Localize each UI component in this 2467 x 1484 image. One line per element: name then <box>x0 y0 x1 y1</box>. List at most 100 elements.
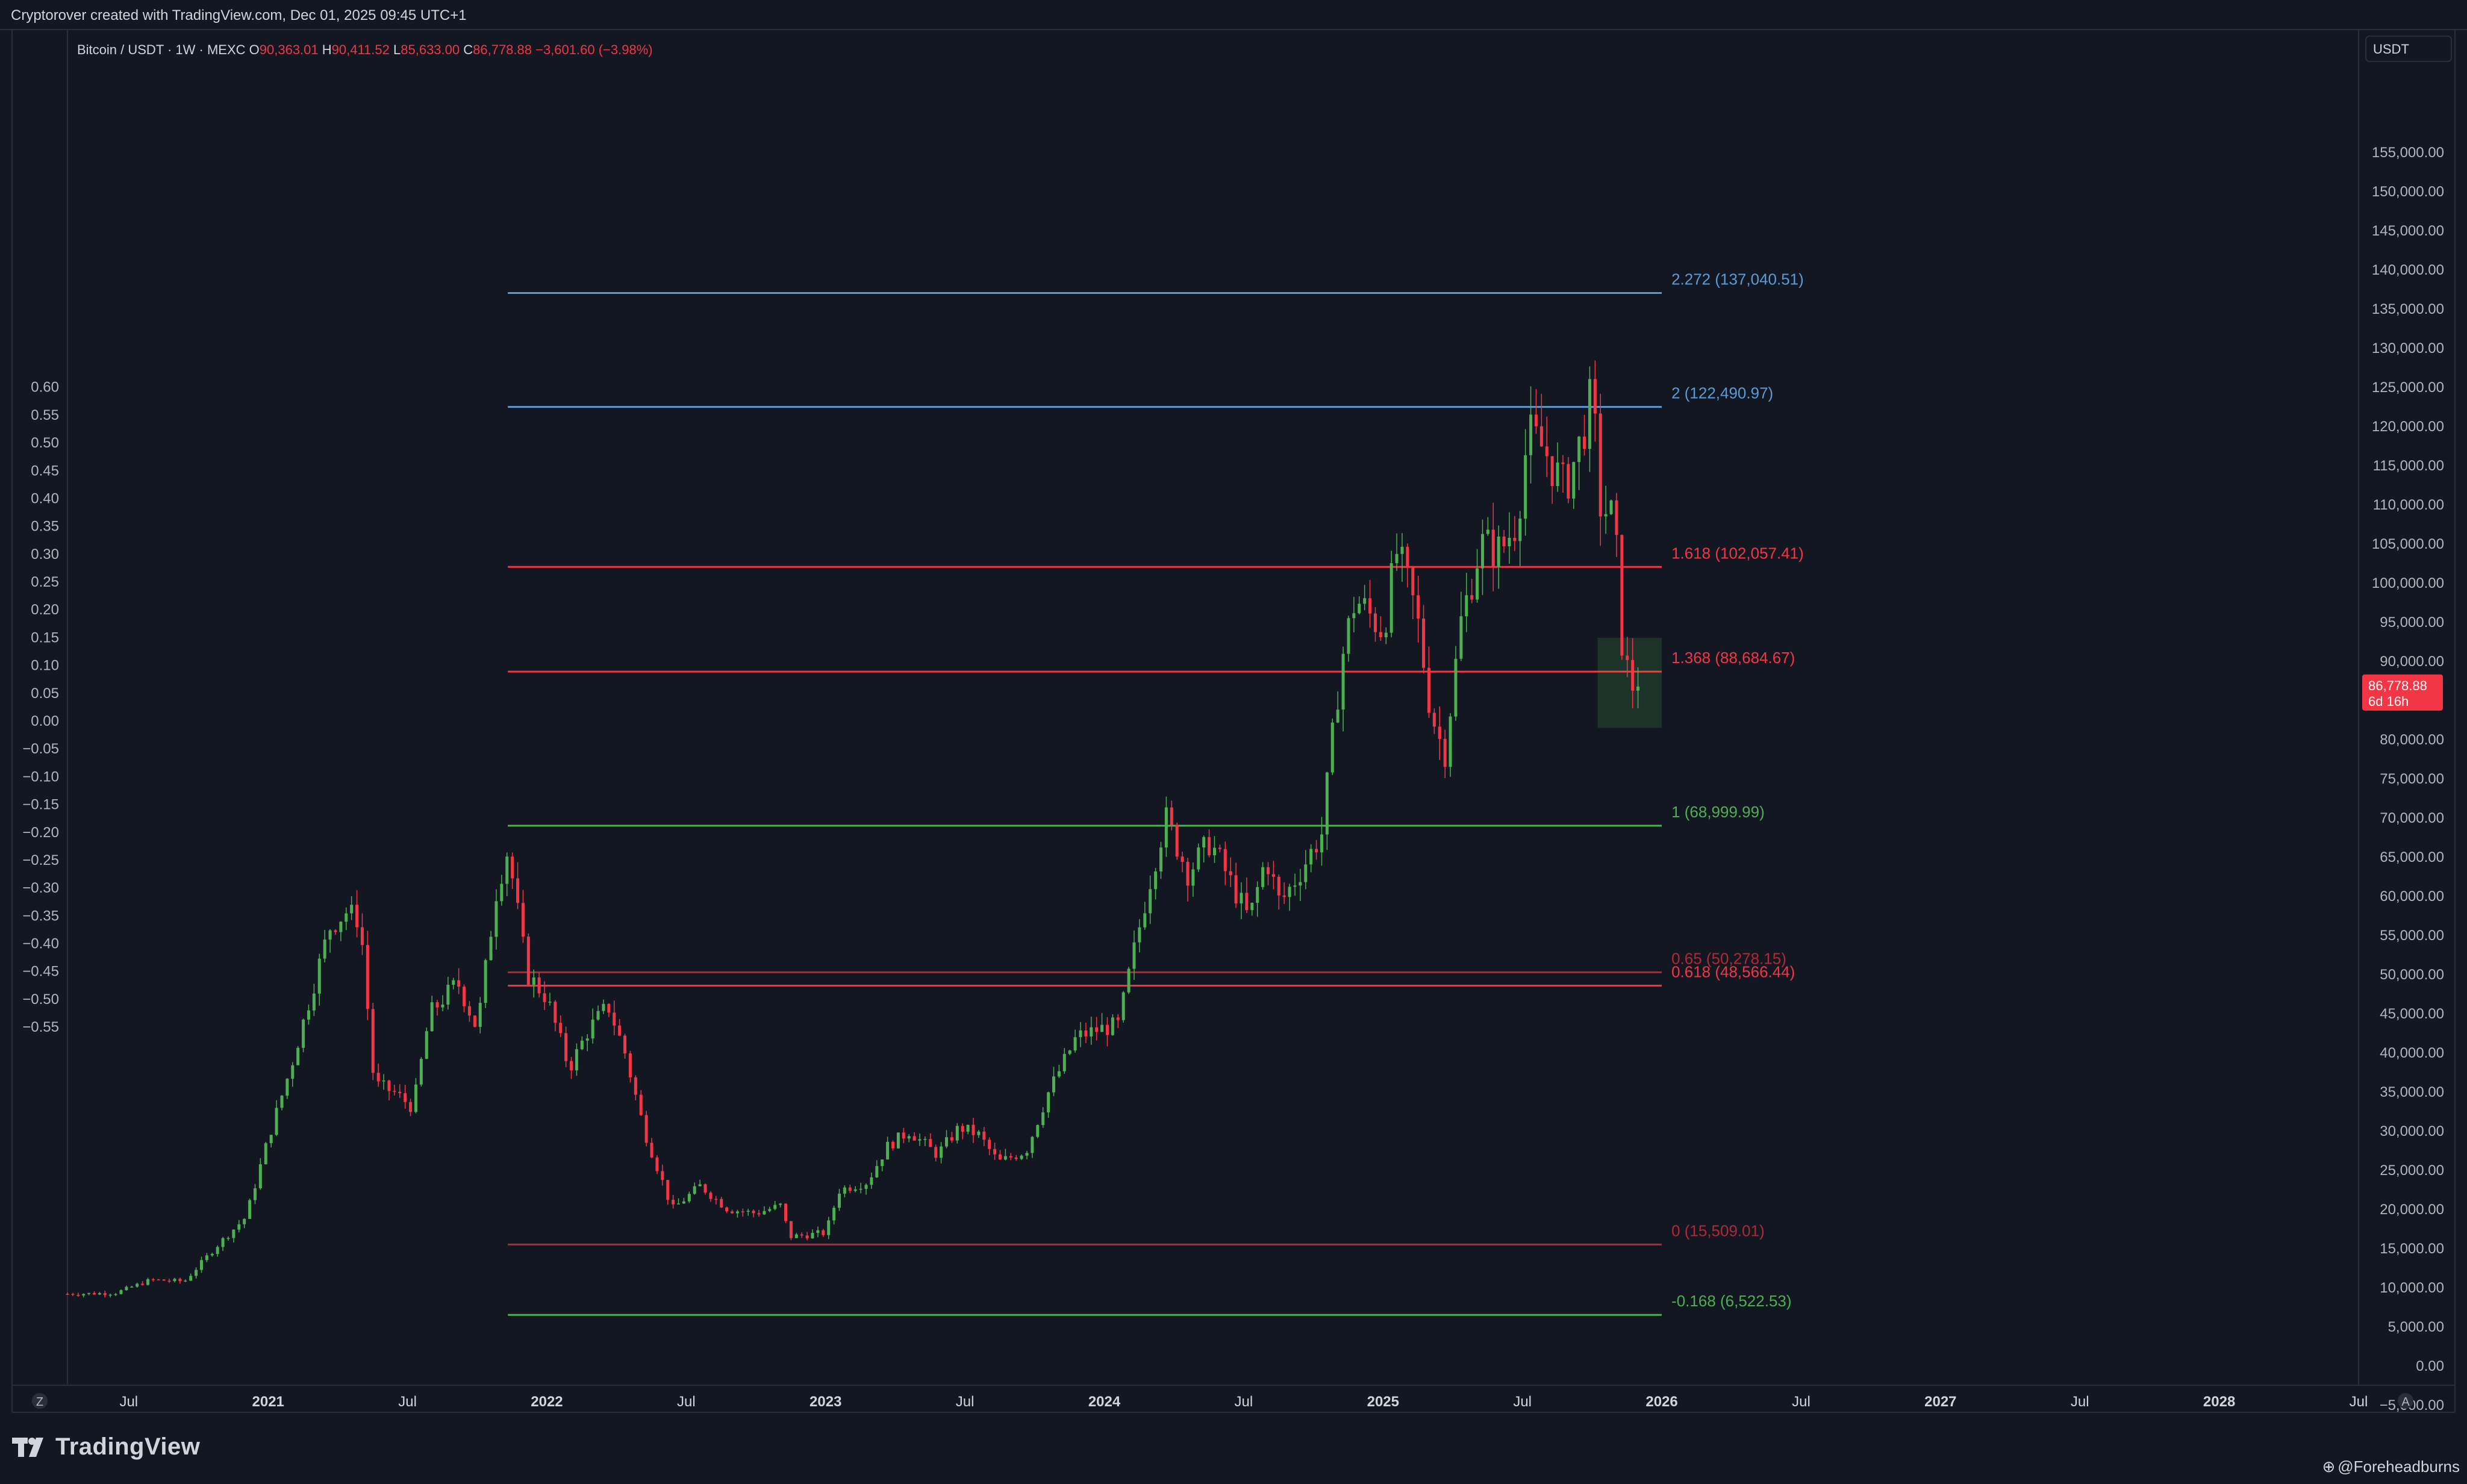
candle-body <box>1373 613 1377 632</box>
candle-body <box>1164 807 1168 848</box>
candle-body <box>768 1209 772 1211</box>
candle-body <box>789 1221 793 1238</box>
candle-body <box>1138 927 1141 943</box>
candle-body <box>328 930 332 940</box>
candle-body <box>714 1199 718 1200</box>
candle-body <box>302 1019 305 1048</box>
candle-body <box>655 1157 659 1171</box>
time-axis-tick: 2024 <box>1088 1394 1121 1410</box>
ohlc-legend: Bitcoin / USDT · 1W · MEXC O90,363.01 H9… <box>77 42 653 57</box>
candle-body <box>334 930 337 932</box>
candle-body <box>285 1079 289 1096</box>
right-axis-tick: 80,000.00 <box>2380 732 2444 748</box>
time-axis-tick: Jul <box>2071 1394 2089 1410</box>
candle-body <box>1518 519 1522 541</box>
candle-body <box>1631 659 1635 691</box>
candle-body <box>1208 837 1211 856</box>
candle-body <box>387 1080 391 1091</box>
left-axis-tick: −0.10 <box>22 768 59 785</box>
candle-body <box>757 1213 761 1215</box>
candle-body <box>489 937 493 961</box>
candle-body <box>650 1143 653 1158</box>
author-credit[interactable]: ⊕ @Foreheadburns <box>2322 1458 2460 1476</box>
candle-body <box>859 1188 862 1190</box>
candle-body <box>559 1023 563 1034</box>
right-axis-tick: 50,000.00 <box>2380 967 2444 983</box>
candle-body <box>317 958 321 994</box>
candle-body <box>1106 1024 1109 1035</box>
fib-level-label: 0.65 (50,278.15) <box>1671 949 1786 967</box>
candle-body <box>1256 887 1259 903</box>
candle-body <box>1636 686 1640 691</box>
candle-body <box>1330 722 1334 773</box>
zoom-reset-glyph: Z <box>36 1395 43 1409</box>
candle-body <box>1180 856 1184 862</box>
candle-body <box>1534 414 1538 426</box>
candle-body <box>210 1254 214 1256</box>
candle-body <box>977 1131 981 1135</box>
candle-body <box>966 1124 970 1132</box>
candle-body <box>1143 913 1147 928</box>
candle-body <box>1368 598 1372 614</box>
at-sign-icon: ⊕ <box>2322 1458 2336 1476</box>
tradingview-logo[interactable]: TradingView <box>12 1433 200 1461</box>
candle-body <box>243 1218 246 1224</box>
candle-body <box>1320 834 1323 853</box>
fib-level-label: 1 (68,999.99) <box>1671 803 1765 821</box>
candle-body <box>682 1201 685 1204</box>
legend-l-value: 85,633.00 <box>401 42 463 57</box>
candle-body <box>1550 456 1554 487</box>
candle-body <box>1079 1030 1082 1038</box>
candle-body <box>891 1141 895 1149</box>
candle-body <box>376 1073 380 1082</box>
candle-body <box>1347 618 1350 654</box>
candle-body <box>457 980 461 987</box>
candle-body <box>634 1077 637 1095</box>
candle-body <box>1031 1136 1034 1153</box>
candle-body <box>178 1279 182 1282</box>
candle-body <box>1432 712 1436 727</box>
candle-body <box>114 1294 117 1295</box>
left-axis-tick: 0.05 <box>31 685 59 702</box>
footer-bar <box>0 1415 2467 1484</box>
candle-body <box>226 1238 230 1239</box>
candle-body <box>870 1177 873 1185</box>
candle-body <box>119 1290 123 1294</box>
candle-body <box>1539 426 1543 447</box>
brand-name: TradingView <box>55 1433 201 1460</box>
candle-body <box>687 1194 691 1202</box>
candle-body <box>811 1233 814 1239</box>
candle-body <box>1529 414 1533 455</box>
time-axis[interactable]: Jul 2021 Jul 2022 Jul 2023 Jul 2024 Jul 2025 Jul 20… <box>32 1393 2413 1410</box>
candle-body <box>232 1229 235 1238</box>
time-axis-tick: Jul <box>119 1394 138 1410</box>
candle-body <box>982 1131 986 1140</box>
candle-body <box>269 1135 273 1144</box>
candle-body <box>902 1132 905 1139</box>
candle-body <box>1186 861 1190 886</box>
candle-body <box>425 1031 428 1059</box>
candle-body <box>1095 1027 1099 1032</box>
left-axis-tick: 0.30 <box>31 546 59 563</box>
candle-body <box>1556 462 1559 487</box>
fib-level-label: 2.272 (137,040.51) <box>1671 270 1804 288</box>
right-axis[interactable]: USDT 155,000.00 150,000.00 145,000.00 140,00… <box>2362 36 2452 1453</box>
candle-body <box>1572 462 1576 499</box>
candle-body <box>1389 563 1393 633</box>
candle-body <box>639 1094 643 1115</box>
last-price-countdown: 6d 16h <box>2368 694 2409 709</box>
candle-body <box>435 1002 439 1008</box>
candle-body <box>355 905 359 928</box>
candle-body <box>623 1035 627 1054</box>
right-axis-tick: 65,000.00 <box>2380 849 2444 865</box>
candle-body <box>784 1203 788 1221</box>
candle-body <box>628 1053 632 1077</box>
candle-body <box>972 1124 975 1135</box>
candle-body <box>1212 847 1216 856</box>
candle-body <box>1003 1156 1007 1160</box>
candle-body <box>1502 536 1506 547</box>
chart-overlays: Bitcoin / USDT · 1W · MEXC O90,363.01 H9… <box>77 42 653 57</box>
candle-body <box>1508 537 1511 547</box>
candle-body <box>511 856 514 879</box>
